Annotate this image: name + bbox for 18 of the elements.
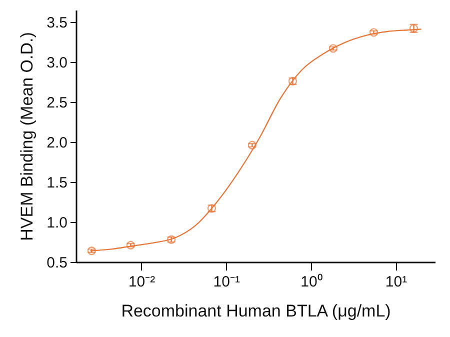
x-tick-label: 10⁻¹ [213, 274, 240, 290]
y-tick-label: 0.5 [46, 254, 68, 272]
x-tick-label: 10⁻² [128, 274, 156, 290]
y-tick-label: 1.0 [46, 214, 68, 232]
y-tick-label: 3.5 [46, 14, 68, 32]
point [126, 240, 135, 250]
x-tick-label: 10¹ [385, 274, 408, 290]
x-tick-label: 10⁰ [300, 274, 322, 290]
point [369, 28, 378, 37]
point [248, 140, 257, 150]
point [328, 44, 338, 53]
y-tick-label: 3.0 [46, 54, 68, 72]
y-tick-label: 2.5 [46, 94, 68, 112]
x-axis-title: Recombinant Human BTLA (μg/mL) [121, 302, 391, 320]
y-axis-title: HVEM Binding (Mean O.D.) [18, 32, 37, 241]
y-tick-label: 1.5 [46, 174, 68, 192]
point [87, 246, 96, 256]
y-tick-label: 2.0 [46, 134, 68, 152]
